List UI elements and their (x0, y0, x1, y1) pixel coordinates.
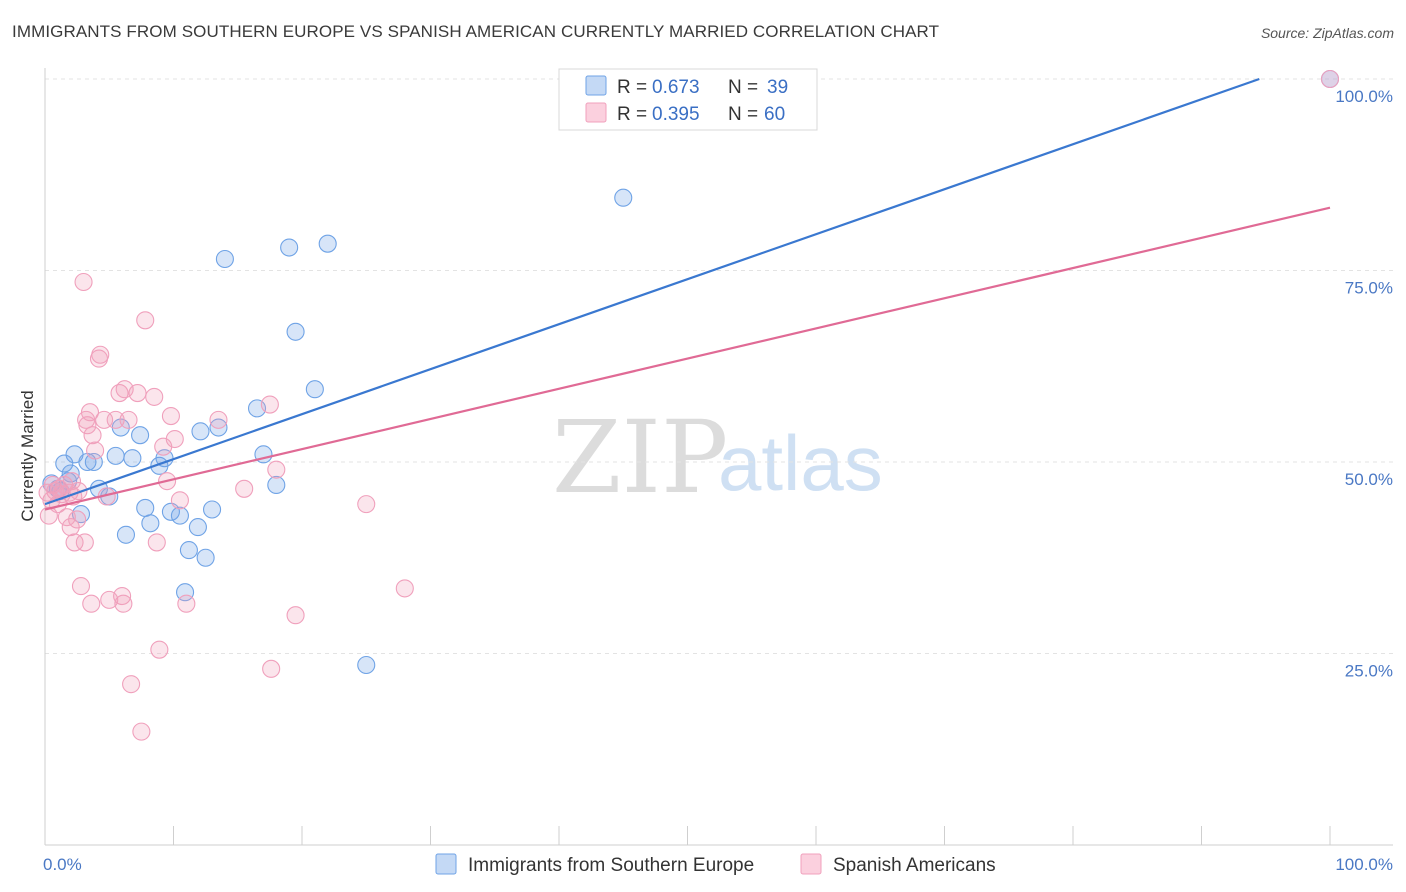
point-spanish-american-34 (114, 594, 133, 613)
point-southern-europe-39 (614, 188, 633, 207)
trend-lines (44, 77, 1331, 511)
point-spanish-american-41 (145, 387, 164, 406)
point-spanish-american-50 (209, 410, 228, 429)
chart-title: IMMIGRANTS FROM SOUTHERN EUROPE VS SPANI… (12, 22, 940, 41)
series-label-spanish-americans: Spanish Americans (833, 855, 996, 876)
point-spanish-american-55 (286, 606, 305, 625)
point-southern-europe-35 (286, 322, 305, 341)
point-spanish-american-31 (106, 410, 125, 429)
point-spanish-american-39 (132, 722, 151, 741)
point-spanish-american-52 (260, 395, 279, 414)
point-spanish-american-47 (165, 429, 184, 449)
point-spanish-american-12 (62, 472, 82, 491)
point-southern-europe-28 (203, 500, 222, 519)
data-points (38, 69, 1340, 741)
point-southern-europe-15 (123, 449, 142, 468)
point-southern-europe-24 (179, 541, 198, 560)
series-legend: Immigrants from Southern Europe Spanish … (435, 853, 996, 876)
legend-swatch-blue (585, 75, 607, 96)
gridlines (45, 78, 1393, 654)
legend-r-value-2: 0.395 (652, 104, 700, 125)
point-spanish-american-37 (122, 675, 141, 694)
legend-r-value-1: 0.673 (652, 77, 700, 98)
point-spanish-american-24 (83, 426, 102, 445)
point-spanish-american-23 (82, 594, 101, 613)
point-spanish-american-14 (65, 533, 84, 552)
y-tick-label-25: 25.0% (1345, 662, 1393, 681)
y-tick-label-100: 100.0% (1335, 87, 1393, 106)
watermark-zip: ZIP (552, 399, 728, 516)
series-swatch-blue (435, 853, 457, 875)
point-spanish-american-51 (235, 479, 254, 498)
series-label-southern-europe: Immigrants from Southern Europe (468, 855, 754, 876)
point-southern-europe-14 (116, 525, 136, 544)
x-axis-ticks (44, 826, 1331, 845)
point-spanish-american-58 (1320, 69, 1340, 89)
point-spanish-american-17 (71, 577, 91, 596)
point-spanish-american-38 (128, 384, 147, 403)
point-southern-europe-3 (55, 454, 74, 473)
legend-n-label-1: N = (728, 77, 758, 98)
point-southern-europe-30 (215, 249, 234, 269)
point-spanish-american-54 (267, 460, 286, 479)
source-credit: Source: ZipAtlas.com (1260, 25, 1394, 41)
point-spanish-american-36 (119, 410, 138, 429)
correlation-legend: R = 0.673 N = 39 R = 0.395 N = 60 (558, 68, 818, 131)
legend-n-label-2: N = (728, 104, 758, 125)
point-spanish-american-33 (113, 586, 132, 606)
point-southern-europe-36 (305, 380, 324, 399)
point-spanish-american-11 (61, 518, 80, 537)
legend-n-value-1: 39 (767, 77, 788, 98)
point-spanish-american-57 (395, 579, 414, 598)
point-southern-europe-25 (188, 518, 207, 537)
point-spanish-american-56 (357, 495, 376, 514)
point-spanish-american-43 (150, 640, 169, 659)
point-southern-europe-27 (196, 548, 215, 567)
point-southern-europe-9 (84, 452, 103, 472)
x-tick-label-min: 0.0% (43, 855, 82, 874)
point-southern-europe-17 (136, 498, 155, 518)
point-southern-europe-37 (318, 234, 337, 253)
point-southern-europe-34 (280, 238, 299, 257)
point-spanish-american-16 (69, 482, 88, 501)
point-spanish-american-49 (177, 594, 196, 613)
y-axis-title: Currently Married (18, 390, 37, 521)
point-spanish-american-18 (74, 272, 93, 292)
point-spanish-american-48 (170, 491, 189, 510)
point-southern-europe-29 (209, 418, 228, 437)
point-southern-europe-26 (191, 422, 210, 441)
legend-r-label-1: R = (617, 77, 647, 98)
point-southern-europe-18 (141, 514, 160, 533)
point-spanish-american-53 (262, 659, 281, 678)
point-spanish-american-19 (75, 533, 94, 552)
legend-r-label-2: R = (617, 104, 647, 125)
point-spanish-american-42 (147, 533, 166, 552)
point-southern-europe-16 (131, 426, 150, 445)
point-spanish-american-27 (91, 345, 110, 364)
watermark-atlas: atlas (718, 419, 883, 507)
y-tick-labels: 25.0% 50.0% 75.0% 100.0% (1335, 87, 1393, 681)
point-southern-europe-23 (176, 583, 195, 602)
trend-line-spanish-americans (44, 206, 1331, 511)
point-spanish-american-40 (136, 311, 155, 330)
point-southern-europe-38 (357, 655, 376, 675)
series-swatch-pink (800, 853, 822, 875)
point-southern-europe-22 (170, 506, 189, 525)
point-spanish-american-15 (68, 510, 87, 529)
y-tick-label-75: 75.0% (1345, 279, 1393, 298)
point-spanish-american-46 (161, 406, 180, 426)
x-tick-label-max: 100.0% (1335, 855, 1393, 874)
trend-line-southern-europe (44, 77, 1260, 506)
point-southern-europe-5 (61, 464, 80, 483)
y-tick-label-50: 50.0% (1345, 470, 1393, 489)
legend-swatch-pink (585, 102, 607, 123)
point-southern-europe-33 (267, 475, 286, 495)
point-spanish-american-22 (80, 403, 100, 422)
point-southern-europe-12 (106, 446, 125, 465)
point-spanish-american-25 (86, 441, 105, 460)
legend-n-value-2: 60 (764, 104, 785, 125)
